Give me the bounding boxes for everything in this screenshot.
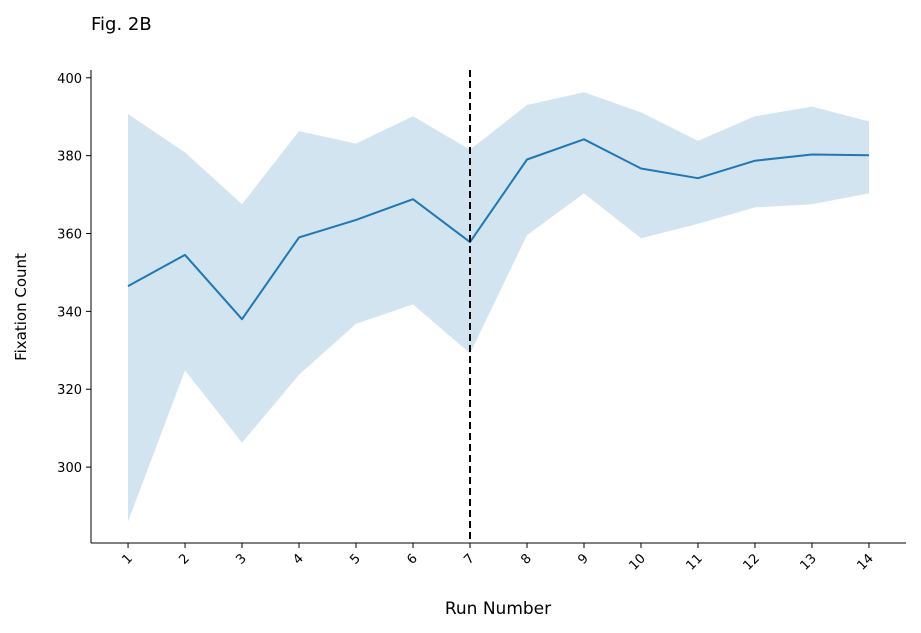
- x-axis-label: Run Number: [445, 599, 551, 619]
- x-tick-label: 10: [627, 551, 649, 573]
- x-tick-label: 2: [176, 551, 192, 567]
- x-tick-label: 4: [290, 551, 306, 567]
- x-ticks: 1 2 3 4 5 6 7 8 9 10 11 12 13 14: [119, 543, 877, 574]
- y-ticks: 300 320 340 360 380 400: [57, 72, 91, 476]
- x-tick-label: 3: [233, 551, 249, 567]
- y-tick-label: 320: [57, 383, 82, 398]
- x-tick-label: 7: [461, 551, 477, 567]
- chart-title: Fig. 2B: [91, 14, 152, 35]
- x-tick-label: 14: [854, 551, 876, 573]
- x-tick-label: 5: [347, 551, 363, 567]
- x-tick-label: 13: [797, 551, 819, 573]
- y-tick-label: 400: [57, 72, 82, 87]
- y-tick-label: 380: [57, 150, 82, 165]
- y-tick-label: 340: [57, 305, 82, 320]
- x-tick-label: 11: [683, 551, 705, 573]
- x-tick-label: 12: [740, 551, 762, 573]
- x-tick-label: 6: [404, 551, 420, 567]
- y-tick-label: 360: [57, 228, 82, 243]
- series-line: [127, 138, 870, 321]
- x-tick-label: 1: [119, 551, 135, 567]
- x-tick-label: 8: [518, 551, 534, 567]
- confidence-band: [128, 92, 869, 522]
- y-axis-label: Fixation Count: [12, 253, 30, 361]
- x-tick-label: 9: [575, 551, 591, 567]
- y-tick-label: 300: [57, 461, 82, 476]
